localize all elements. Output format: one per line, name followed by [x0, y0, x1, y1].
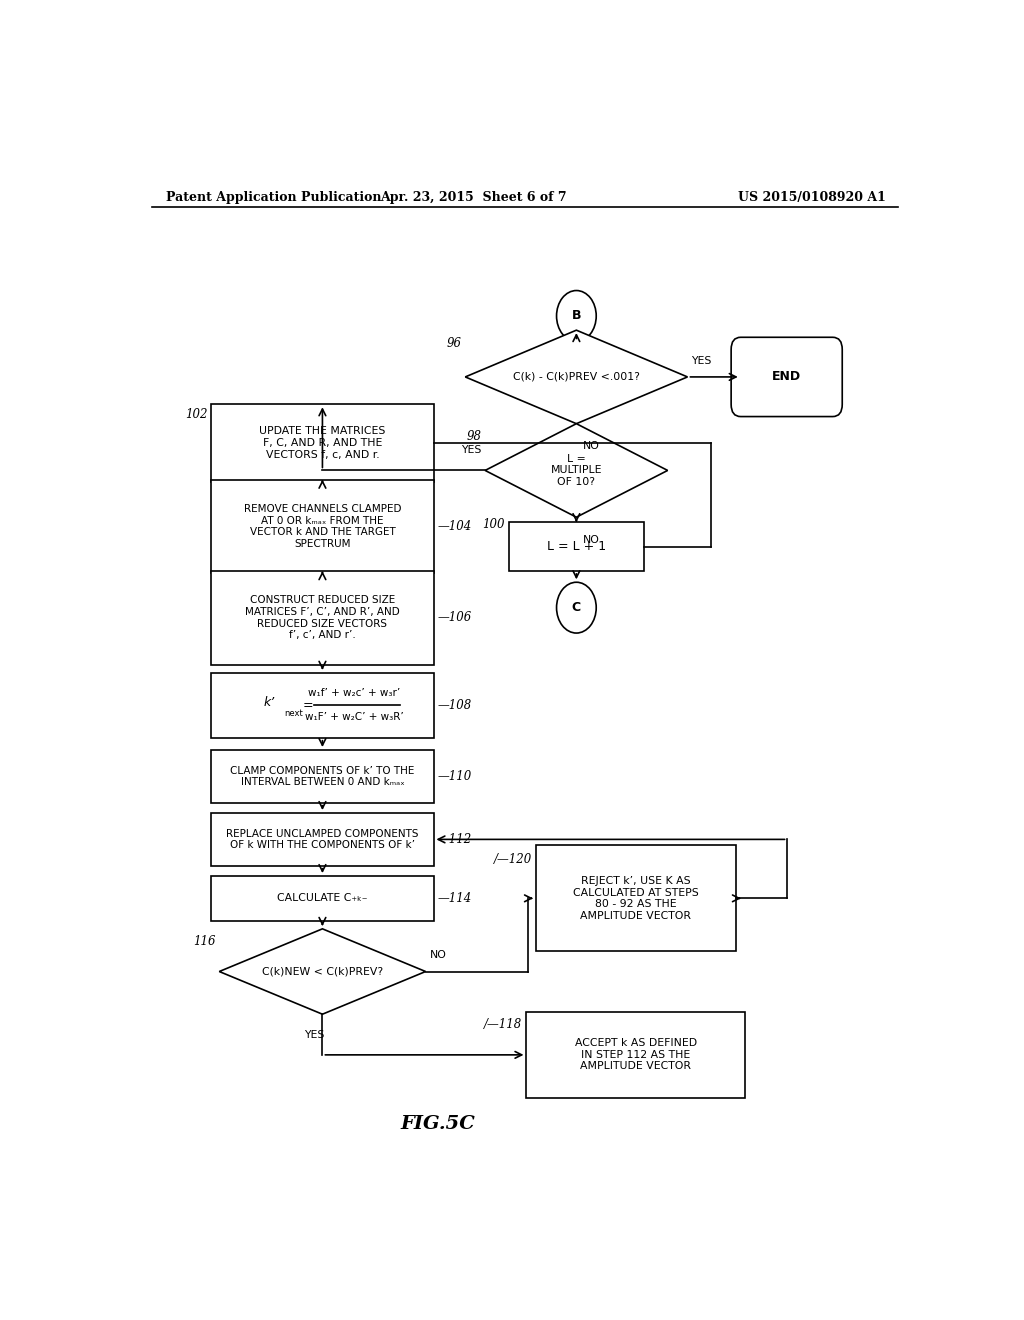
Text: —114: —114 — [437, 892, 472, 904]
Text: next: next — [285, 709, 303, 718]
FancyBboxPatch shape — [211, 876, 433, 921]
Text: NO: NO — [430, 950, 446, 960]
Text: w₁F’ + w₂C’ + w₃R’: w₁F’ + w₂C’ + w₃R’ — [305, 713, 403, 722]
Text: C: C — [571, 601, 581, 614]
Text: END: END — [772, 371, 801, 383]
Text: Patent Application Publication: Patent Application Publication — [166, 190, 382, 203]
Text: L =
MULTIPLE
OF 10?: L = MULTIPLE OF 10? — [551, 454, 602, 487]
FancyBboxPatch shape — [211, 404, 433, 482]
FancyBboxPatch shape — [536, 846, 736, 952]
Text: =: = — [299, 698, 313, 711]
Text: FIG.5C: FIG.5C — [400, 1115, 475, 1133]
FancyBboxPatch shape — [526, 1012, 745, 1097]
Circle shape — [556, 582, 596, 634]
Text: /—120: /—120 — [494, 853, 531, 866]
Polygon shape — [485, 424, 668, 517]
Text: ACCEPT k AS DEFINED
IN STEP 112 AS THE
AMPLITUDE VECTOR: ACCEPT k AS DEFINED IN STEP 112 AS THE A… — [574, 1039, 697, 1072]
Text: CONSTRUCT REDUCED SIZE
MATRICES F’, C’, AND R’, AND
REDUCED SIZE VECTORS
f’, c’,: CONSTRUCT REDUCED SIZE MATRICES F’, C’, … — [245, 595, 399, 640]
Text: —108: —108 — [437, 698, 472, 711]
Text: REJECT k’, USE K AS
CALCULATED AT STEPS
80 - 92 AS THE
AMPLITUDE VECTOR: REJECT k’, USE K AS CALCULATED AT STEPS … — [573, 876, 698, 921]
Text: REMOVE CHANNELS CLAMPED
AT 0 OR kₘₐₓ FROM THE
VECTOR k AND THE TARGET
SPECTRUM: REMOVE CHANNELS CLAMPED AT 0 OR kₘₐₓ FRO… — [244, 504, 401, 549]
Text: B: B — [571, 309, 582, 322]
Text: CLAMP COMPONENTS OF k’ TO THE
INTERVAL BETWEEN 0 AND kₘₐₓ: CLAMP COMPONENTS OF k’ TO THE INTERVAL B… — [230, 766, 415, 787]
Text: —112: —112 — [437, 833, 472, 846]
Polygon shape — [465, 330, 687, 424]
FancyBboxPatch shape — [211, 572, 433, 664]
Text: 102: 102 — [185, 408, 207, 421]
FancyBboxPatch shape — [211, 750, 433, 803]
Text: k’: k’ — [263, 696, 274, 709]
Polygon shape — [219, 929, 426, 1014]
Text: 100: 100 — [482, 517, 505, 531]
Text: YES: YES — [461, 445, 481, 455]
Text: US 2015/0108920 A1: US 2015/0108920 A1 — [738, 190, 886, 203]
Text: UPDATE THE MATRICES
F, C, AND R, AND THE
VECTORS f, c, AND r.: UPDATE THE MATRICES F, C, AND R, AND THE… — [259, 426, 386, 459]
Text: 116: 116 — [193, 935, 215, 948]
FancyBboxPatch shape — [211, 479, 433, 573]
Text: —110: —110 — [437, 770, 472, 783]
Text: L = L + 1: L = L + 1 — [547, 540, 606, 553]
Text: REPLACE UNCLAMPED COMPONENTS
OF k WITH THE COMPONENTS OF k’: REPLACE UNCLAMPED COMPONENTS OF k WITH T… — [226, 829, 419, 850]
FancyBboxPatch shape — [731, 338, 842, 417]
Text: —106: —106 — [437, 611, 472, 624]
Text: YES: YES — [304, 1030, 325, 1040]
Text: 96: 96 — [446, 337, 461, 350]
FancyBboxPatch shape — [211, 813, 433, 866]
Circle shape — [556, 290, 596, 342]
Text: CALCULATE C₊ₖ₋: CALCULATE C₊ₖ₋ — [278, 894, 368, 903]
Text: NO: NO — [583, 535, 600, 545]
Text: /—118: /—118 — [484, 1018, 522, 1031]
Text: —104: —104 — [437, 520, 472, 533]
Text: 98: 98 — [466, 430, 481, 444]
Text: w₁f’ + w₂c’ + w₃r’: w₁f’ + w₂c’ + w₃r’ — [308, 688, 400, 698]
FancyBboxPatch shape — [211, 673, 433, 738]
FancyBboxPatch shape — [509, 523, 644, 572]
Text: Apr. 23, 2015  Sheet 6 of 7: Apr. 23, 2015 Sheet 6 of 7 — [380, 190, 566, 203]
Text: NO: NO — [583, 441, 600, 451]
Text: YES: YES — [691, 355, 712, 366]
Text: C(k)NEW < C(k)PREV?: C(k)NEW < C(k)PREV? — [262, 966, 383, 977]
Text: C(k) - C(k)PREV <.001?: C(k) - C(k)PREV <.001? — [513, 372, 640, 381]
